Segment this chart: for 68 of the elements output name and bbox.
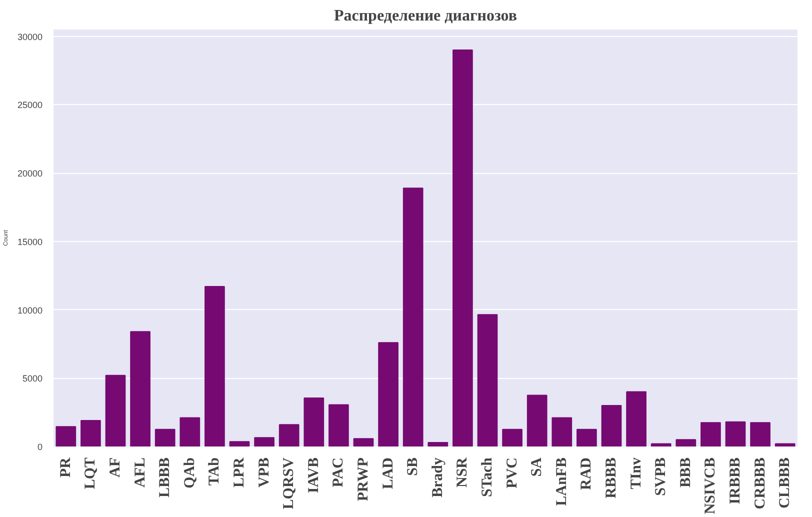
x-tick-label: SVPB bbox=[653, 458, 670, 496]
bar bbox=[130, 331, 150, 446]
x-tick-label: LBBB bbox=[157, 457, 174, 498]
bar bbox=[676, 439, 696, 446]
x-tick-label: PAC bbox=[330, 457, 347, 488]
bar bbox=[650, 443, 672, 446]
bar bbox=[80, 420, 101, 446]
y-tick-label: 20000 bbox=[17, 168, 43, 179]
bar bbox=[328, 404, 349, 446]
bar bbox=[725, 421, 746, 446]
bar bbox=[502, 428, 522, 446]
bar bbox=[601, 404, 622, 446]
x-tick-label: SB bbox=[405, 457, 422, 476]
bar bbox=[229, 441, 250, 446]
bar bbox=[700, 422, 721, 446]
x-tick-label: CLBBB bbox=[777, 457, 794, 508]
bar bbox=[526, 394, 548, 446]
x-tick-label: RAD bbox=[578, 457, 595, 490]
x-tick-label: PR bbox=[58, 457, 74, 478]
y-tick-label: 30000 bbox=[17, 32, 43, 42]
bar bbox=[254, 437, 274, 446]
y-tick-label: 5000 bbox=[22, 374, 43, 384]
bar bbox=[750, 422, 770, 446]
x-tick-label: LAnFB bbox=[554, 457, 570, 506]
x-tick-label: SA bbox=[529, 457, 546, 477]
bar bbox=[402, 188, 424, 446]
bar bbox=[180, 417, 200, 446]
bar bbox=[378, 342, 398, 446]
bar bbox=[774, 443, 796, 446]
bar bbox=[576, 428, 597, 446]
x-tick-label: CRBBB bbox=[752, 457, 768, 510]
x-tick-label: NSR bbox=[454, 457, 471, 488]
bar bbox=[154, 428, 176, 446]
x-tick-label: VPB bbox=[256, 458, 272, 488]
x-tick-label: IRBBB bbox=[728, 457, 744, 504]
x-tick-label: Brady bbox=[430, 457, 446, 498]
x-tick-label: NSIVCB bbox=[702, 457, 719, 514]
x-tick-label: AFL bbox=[132, 458, 148, 488]
x-tick-label: PRWP bbox=[356, 457, 372, 502]
x-tick-label: LQT bbox=[82, 457, 99, 490]
y-tick-label: 10000 bbox=[17, 305, 43, 316]
x-tick-label: TInv bbox=[628, 457, 644, 490]
x-tick-label: TAb bbox=[206, 457, 223, 486]
bar bbox=[105, 374, 126, 446]
x-tick-label: PVC bbox=[504, 458, 520, 488]
bar bbox=[428, 442, 448, 446]
x-tick-label: LQRSV bbox=[281, 457, 298, 510]
bar bbox=[452, 50, 473, 446]
y-tick-label: 0 bbox=[37, 442, 43, 452]
bar bbox=[626, 391, 646, 446]
y-tick-label: 15000 bbox=[17, 236, 43, 247]
x-tick-label: QAb bbox=[182, 458, 198, 488]
y-tick-label: 25000 bbox=[17, 100, 43, 110]
x-tick-label: LAD bbox=[380, 457, 396, 490]
bar bbox=[477, 314, 498, 446]
x-tick-label: LPR bbox=[232, 457, 248, 488]
x-tick-label: AF bbox=[108, 457, 124, 478]
bar bbox=[552, 417, 572, 446]
x-tick-label: IAVB bbox=[306, 457, 322, 494]
bar bbox=[56, 426, 76, 446]
x-tick-label: RBBB bbox=[604, 457, 620, 498]
bar bbox=[204, 286, 225, 446]
bar bbox=[353, 438, 374, 446]
chart-title: Распределение диагнозов bbox=[334, 8, 518, 24]
bar bbox=[304, 397, 324, 446]
x-tick-label: STach bbox=[480, 456, 496, 497]
x-tick-label: BBB bbox=[678, 458, 694, 488]
bar bbox=[278, 424, 300, 446]
